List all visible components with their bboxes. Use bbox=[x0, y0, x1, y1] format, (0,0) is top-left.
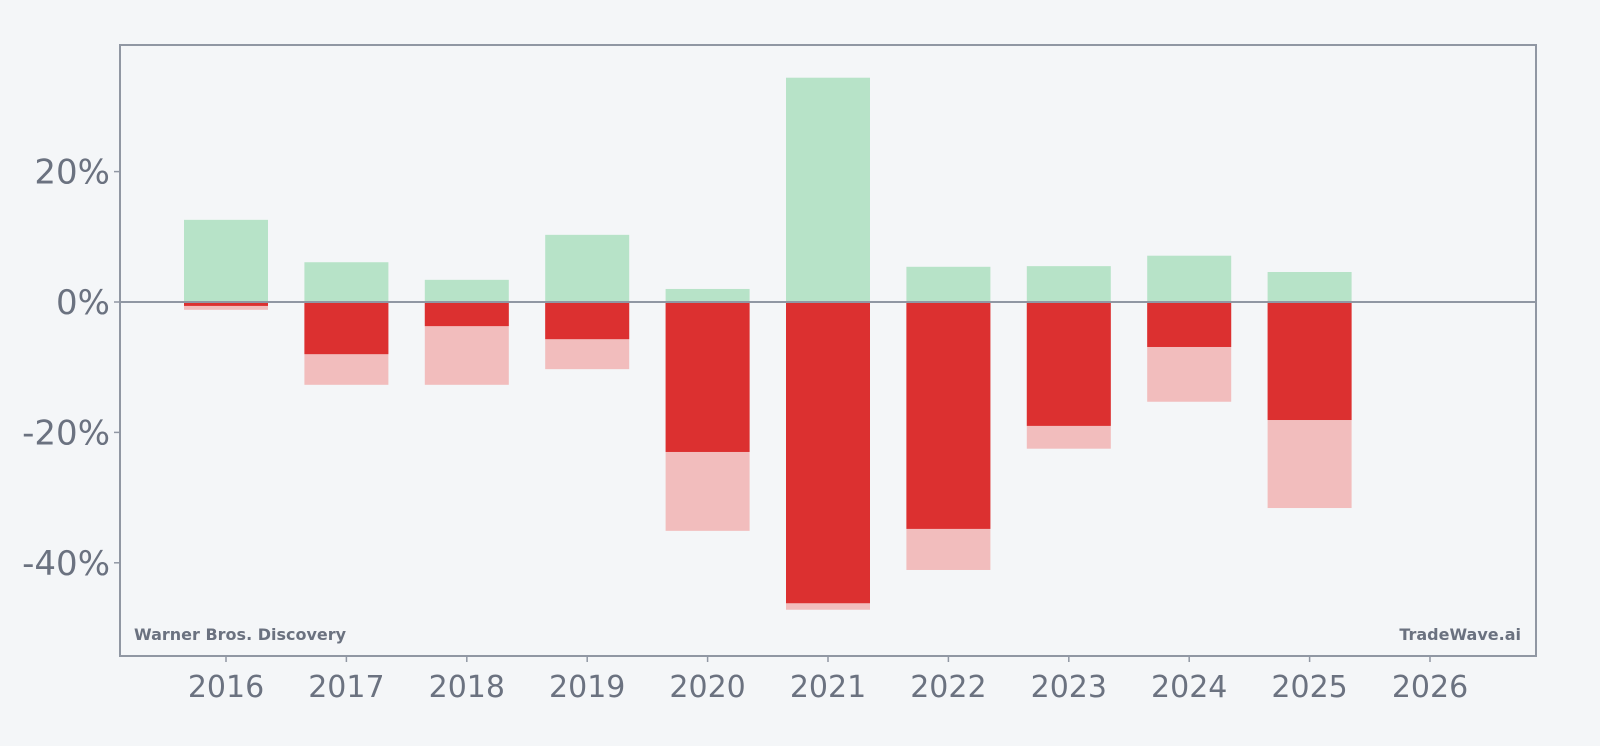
x-tick-label: 2017 bbox=[308, 670, 384, 705]
y-tick-label: -40% bbox=[22, 544, 110, 584]
gain-bar bbox=[1147, 255, 1232, 302]
y-tick-label: 20% bbox=[34, 153, 110, 193]
brand-watermark: TradeWave.ai bbox=[1399, 625, 1521, 644]
loss-bar bbox=[786, 302, 870, 604]
y-tick-label: -20% bbox=[22, 413, 110, 453]
y-tick-label: 0% bbox=[56, 283, 110, 323]
x-tick-label: 2025 bbox=[1271, 670, 1347, 705]
gain-bar bbox=[786, 77, 870, 302]
loss-bar bbox=[1267, 302, 1352, 421]
loss-bar bbox=[906, 302, 991, 529]
y-axis: 20% 0% -20% -40% bbox=[22, 153, 120, 584]
gain-bar bbox=[545, 234, 630, 302]
loss-bar bbox=[1147, 302, 1232, 347]
gain-bar bbox=[665, 288, 750, 302]
x-tick-label: 2019 bbox=[549, 670, 625, 705]
x-axis: 2016 2017 2018 2019 2020 2021 2022 2023 2024 2025… bbox=[188, 656, 1468, 705]
gain-bar bbox=[906, 266, 991, 302]
gain-bar bbox=[1267, 272, 1352, 302]
gain-bar bbox=[304, 262, 389, 302]
x-tick-label: 2021 bbox=[790, 670, 866, 705]
x-tick-label: 2016 bbox=[188, 670, 264, 705]
loss-bar bbox=[304, 302, 389, 355]
x-tick-label: 2022 bbox=[910, 670, 986, 705]
loss-bar bbox=[184, 302, 268, 306]
loss-bar bbox=[665, 302, 750, 452]
x-tick-label: 2024 bbox=[1151, 670, 1227, 705]
x-tick-label: 2023 bbox=[1031, 670, 1107, 705]
gain-bar bbox=[184, 219, 268, 302]
x-tick-label: 2026 bbox=[1392, 670, 1468, 705]
loss-bar bbox=[545, 302, 630, 340]
x-tick-label: 2020 bbox=[669, 670, 745, 705]
loss-bar bbox=[424, 302, 509, 327]
x-tick-label: 2018 bbox=[429, 670, 505, 705]
gain-bar bbox=[424, 279, 509, 302]
company-watermark: Warner Bros. Discovery bbox=[134, 625, 347, 644]
loss-bar bbox=[1026, 302, 1111, 426]
gain-bar bbox=[1026, 266, 1111, 302]
bars-group bbox=[184, 77, 1352, 610]
